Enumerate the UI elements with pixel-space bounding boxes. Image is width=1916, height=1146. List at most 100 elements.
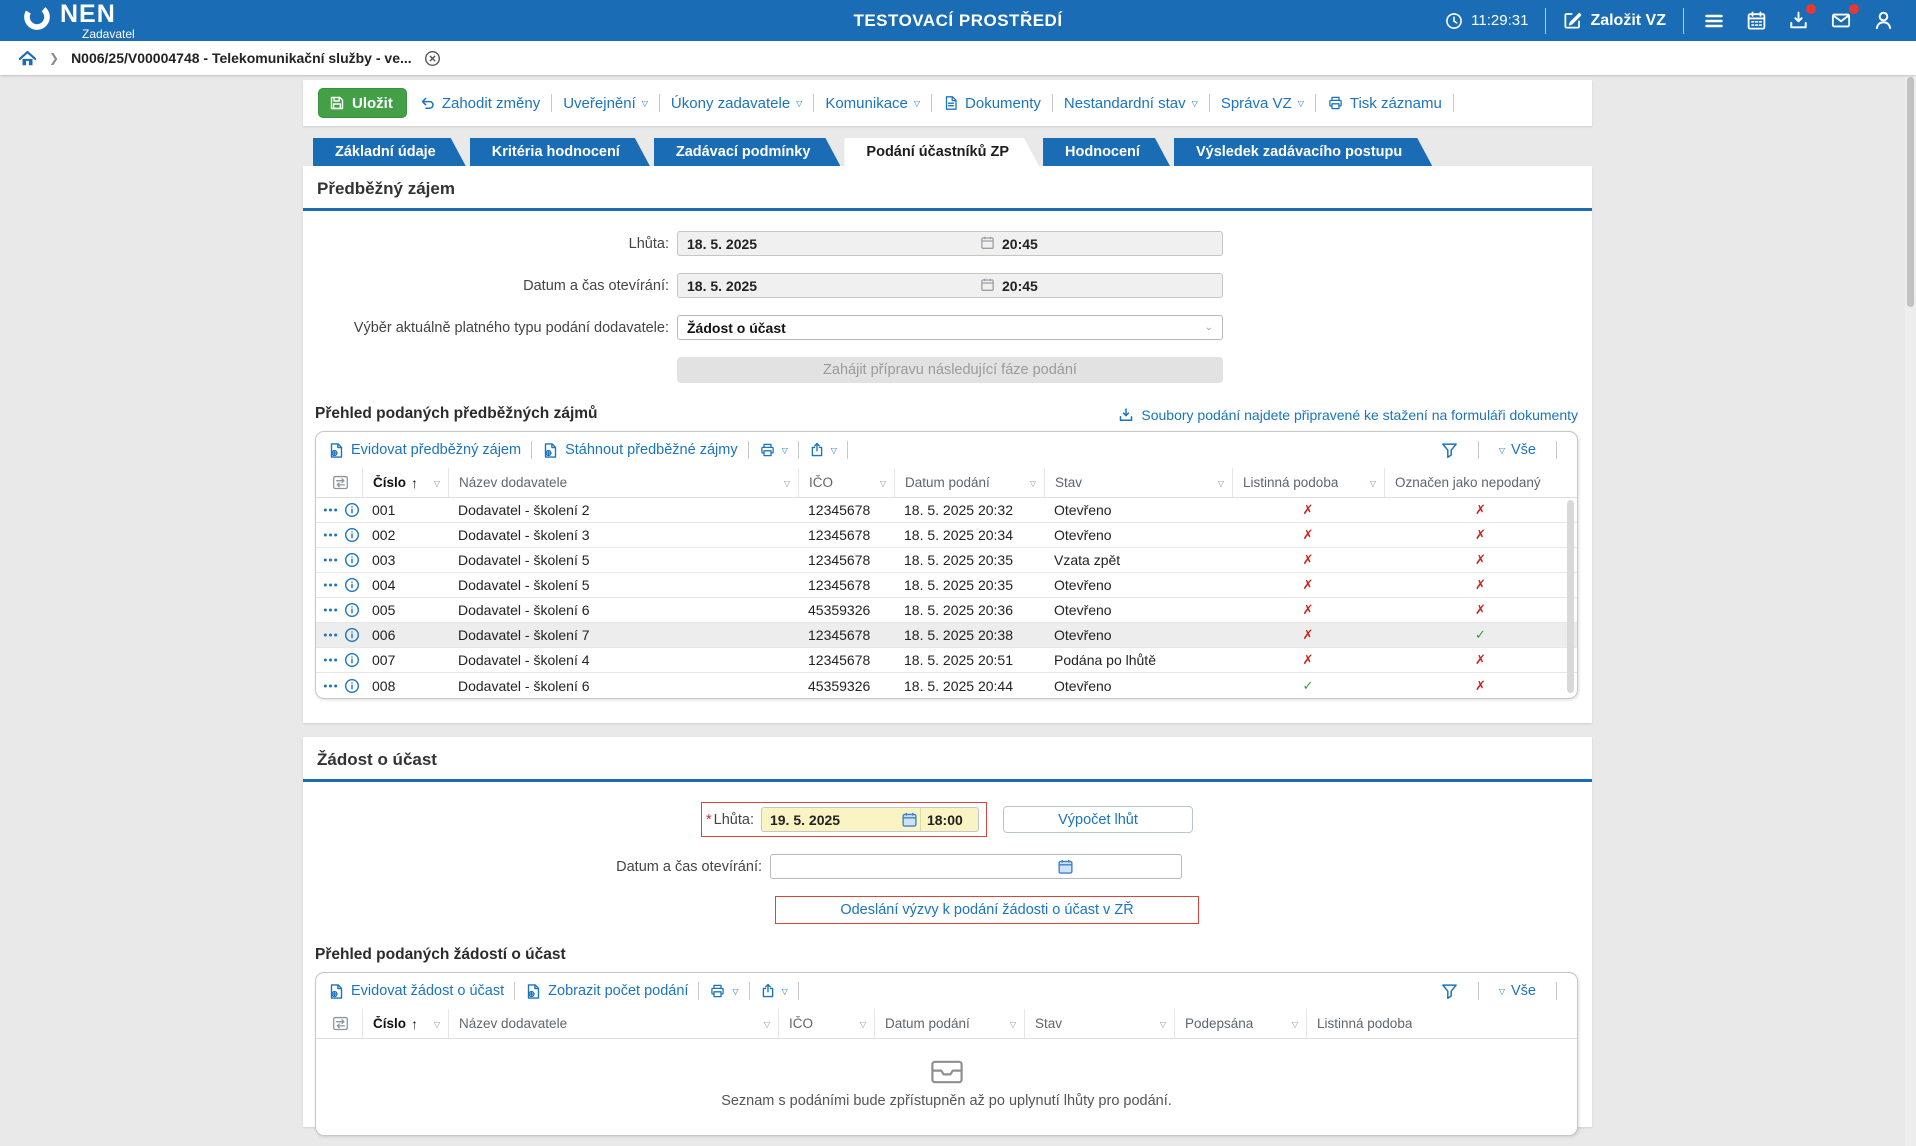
breadcrumb-item[interactable]: N006/25/V00004748 - Telekomunikační služ… bbox=[71, 50, 412, 66]
print-button[interactable]: ▽ bbox=[709, 983, 739, 999]
filter-all-button[interactable]: ▽ Vše bbox=[1499, 983, 1536, 999]
column-header-6[interactable]: Označen jako nepodaný bbox=[1384, 468, 1577, 497]
calendar-icon[interactable] bbox=[1744, 8, 1769, 33]
column-header-5[interactable]: Podepsána ▽ bbox=[1174, 1009, 1306, 1038]
calendar-picker-icon[interactable] bbox=[901, 811, 918, 828]
info-icon[interactable] bbox=[344, 627, 360, 643]
column-header-4[interactable]: Stav ▽ bbox=[1024, 1009, 1174, 1038]
table-row[interactable]: 008 Dodavatel - školení 6 45359326 18. 5. 2… bbox=[316, 673, 1577, 698]
info-icon[interactable] bbox=[344, 552, 360, 568]
toolbar-item-3[interactable]: Komunikace ▽ bbox=[825, 95, 920, 112]
row-menu-icon[interactable] bbox=[323, 682, 338, 690]
toolbar-item-0[interactable]: Zahodit změny bbox=[419, 95, 540, 112]
table-action-1[interactable]: Zobrazit počet podání bbox=[525, 983, 688, 1000]
nen-logo[interactable]: NEN Zadavatel bbox=[22, 1, 135, 40]
table-action-label: Evidovat předběžný zájem bbox=[351, 442, 522, 458]
downloads-icon[interactable] bbox=[1786, 4, 1816, 33]
table-row[interactable]: 004 Dodavatel - školení 5 12345678 18. 5. 2… bbox=[316, 573, 1577, 598]
row-menu-icon[interactable] bbox=[323, 606, 338, 614]
column-header-4[interactable]: Stav ▽ bbox=[1044, 468, 1232, 497]
table-action-0[interactable]: Evidovat žádost o účast bbox=[328, 983, 504, 1000]
table-row[interactable]: 003 Dodavatel - školení 5 12345678 18. 5. 2… bbox=[316, 548, 1577, 573]
tab-0[interactable]: Základní údaje bbox=[313, 138, 466, 166]
table-row[interactable]: 005 Dodavatel - školení 6 45359326 18. 5. 2… bbox=[316, 598, 1577, 623]
tab-1[interactable]: Kritéria hodnocení bbox=[470, 138, 650, 166]
info-icon[interactable] bbox=[344, 602, 360, 618]
tab-2[interactable]: Zadávací podmínky bbox=[654, 138, 841, 166]
info-icon[interactable] bbox=[344, 652, 360, 668]
toolbar-item-2[interactable]: Úkony zadavatele ▽ bbox=[671, 95, 802, 112]
toolbar-item-5[interactable]: Nestandardní stav ▽ bbox=[1064, 95, 1198, 112]
tab-4[interactable]: Hodnocení bbox=[1043, 138, 1170, 166]
export-button[interactable]: ▽ bbox=[760, 983, 788, 999]
toolbar-item-6[interactable]: Správa VZ ▽ bbox=[1221, 95, 1304, 112]
page-scrollbar[interactable] bbox=[1905, 75, 1916, 1146]
toolbar-item-7[interactable]: Tisk záznamu bbox=[1327, 95, 1442, 112]
calendar-picker-icon[interactable] bbox=[1057, 858, 1074, 875]
table-filter-controls: ▽ Vše bbox=[1441, 982, 1567, 1000]
column-header-0[interactable]: Číslo ↑ ▽ bbox=[362, 1009, 448, 1038]
row-menu-icon[interactable] bbox=[323, 581, 338, 589]
filter-icon: ▽ bbox=[1009, 1019, 1016, 1029]
table-row[interactable]: 001 Dodavatel - školení 2 12345678 18. 5. 2… bbox=[316, 498, 1577, 523]
funnel-icon[interactable] bbox=[1441, 442, 1458, 459]
column-header-2[interactable]: IČO ▽ bbox=[798, 468, 894, 497]
mail-icon[interactable] bbox=[1828, 4, 1859, 33]
print-button[interactable]: ▽ bbox=[759, 442, 788, 458]
cell-cislo: 004 bbox=[372, 577, 396, 593]
table-row[interactable]: 007 Dodavatel - školení 4 12345678 18. 5. 2… bbox=[316, 648, 1577, 673]
toolbar-divider bbox=[1477, 982, 1479, 1000]
close-tab-icon[interactable] bbox=[424, 50, 441, 67]
row-menu-icon[interactable] bbox=[323, 631, 338, 639]
row-menu-icon[interactable] bbox=[323, 656, 338, 664]
info-icon[interactable] bbox=[344, 678, 360, 694]
save-button[interactable]: Uložit bbox=[318, 88, 407, 118]
table-row[interactable]: 006 Dodavatel - školení 7 12345678 18. 5. 2… bbox=[316, 623, 1577, 648]
column-header-1[interactable]: Název dodavatele ▽ bbox=[448, 468, 798, 497]
row-menu-icon[interactable] bbox=[323, 531, 338, 539]
page-scrollbar-thumb[interactable] bbox=[1907, 77, 1914, 307]
table-action-0[interactable]: Evidovat předběžný zájem bbox=[328, 442, 521, 459]
table-row[interactable]: 002 Dodavatel - školení 3 12345678 18. 5. 2… bbox=[316, 523, 1577, 548]
vypocet-lhut-button[interactable]: Výpočet lhůt bbox=[1002, 806, 1193, 833]
column-chooser-button[interactable] bbox=[316, 1009, 362, 1038]
column-header-0[interactable]: Číslo ↑ ▽ bbox=[362, 468, 448, 497]
toolbar-item-1[interactable]: Uveřejnění ▽ bbox=[563, 95, 648, 112]
toolbar-item-4[interactable]: Dokumenty bbox=[943, 95, 1041, 112]
row-menu-icon[interactable] bbox=[323, 506, 338, 514]
column-chooser-button[interactable] bbox=[316, 468, 362, 497]
tab-5[interactable]: Výsledek zadávacího postupu bbox=[1174, 138, 1432, 166]
lhuta-date-value: 18. 5. 2025 bbox=[687, 235, 758, 252]
table-action-1[interactable]: Stáhnout předběžné zájmy bbox=[542, 442, 738, 459]
menu-icon[interactable] bbox=[1701, 9, 1727, 33]
column-header-3[interactable]: Datum podání ▽ bbox=[894, 468, 1044, 497]
type-select[interactable]: Žádost o účast ⌄ bbox=[677, 315, 1223, 340]
send-invitation-button[interactable]: Odeslání výzvy k podání žádosti o účast … bbox=[775, 896, 1199, 924]
column-header-6[interactable]: Listinná podoba bbox=[1306, 1009, 1577, 1038]
column-header-5[interactable]: Listinná podoba ▽ bbox=[1232, 468, 1384, 497]
lhuta2-field[interactable]: 19. 5. 2025 18:00 bbox=[760, 807, 979, 832]
funnel-icon[interactable] bbox=[1441, 983, 1458, 1000]
info-icon[interactable] bbox=[344, 527, 360, 543]
home-icon[interactable] bbox=[18, 49, 37, 68]
cell-stav: Vzata zpět bbox=[1054, 552, 1121, 568]
column-header-2[interactable]: IČO ▽ bbox=[778, 1009, 874, 1038]
topbar-divider bbox=[1545, 7, 1547, 34]
table-scrollbar[interactable] bbox=[1567, 500, 1574, 693]
files-download-link[interactable]: Soubory podání najdete připravené ke sta… bbox=[1118, 407, 1578, 423]
info-icon[interactable] bbox=[344, 502, 360, 518]
column-header-3[interactable]: Datum podání ▽ bbox=[874, 1009, 1024, 1038]
cell-stav: Otevřeno bbox=[1054, 602, 1112, 618]
info-icon[interactable] bbox=[344, 577, 360, 593]
column-header-1[interactable]: Název dodavatele ▽ bbox=[448, 1009, 778, 1038]
open2-field[interactable] bbox=[770, 854, 1182, 879]
user-icon[interactable] bbox=[1871, 8, 1896, 33]
row-menu-icon[interactable] bbox=[323, 556, 338, 564]
export-button[interactable]: ▽ bbox=[809, 442, 837, 458]
tab-3[interactable]: Podání účastníků ZP bbox=[844, 138, 1039, 166]
undo-icon bbox=[419, 95, 436, 111]
filter-all-button[interactable]: ▽ Vše bbox=[1499, 442, 1536, 458]
column-header-label: Datum podání bbox=[905, 475, 990, 490]
next-phase-button[interactable]: Zahájit přípravu následující fáze podání bbox=[677, 357, 1223, 383]
create-vz-button[interactable]: Založit VZ bbox=[1563, 11, 1666, 30]
